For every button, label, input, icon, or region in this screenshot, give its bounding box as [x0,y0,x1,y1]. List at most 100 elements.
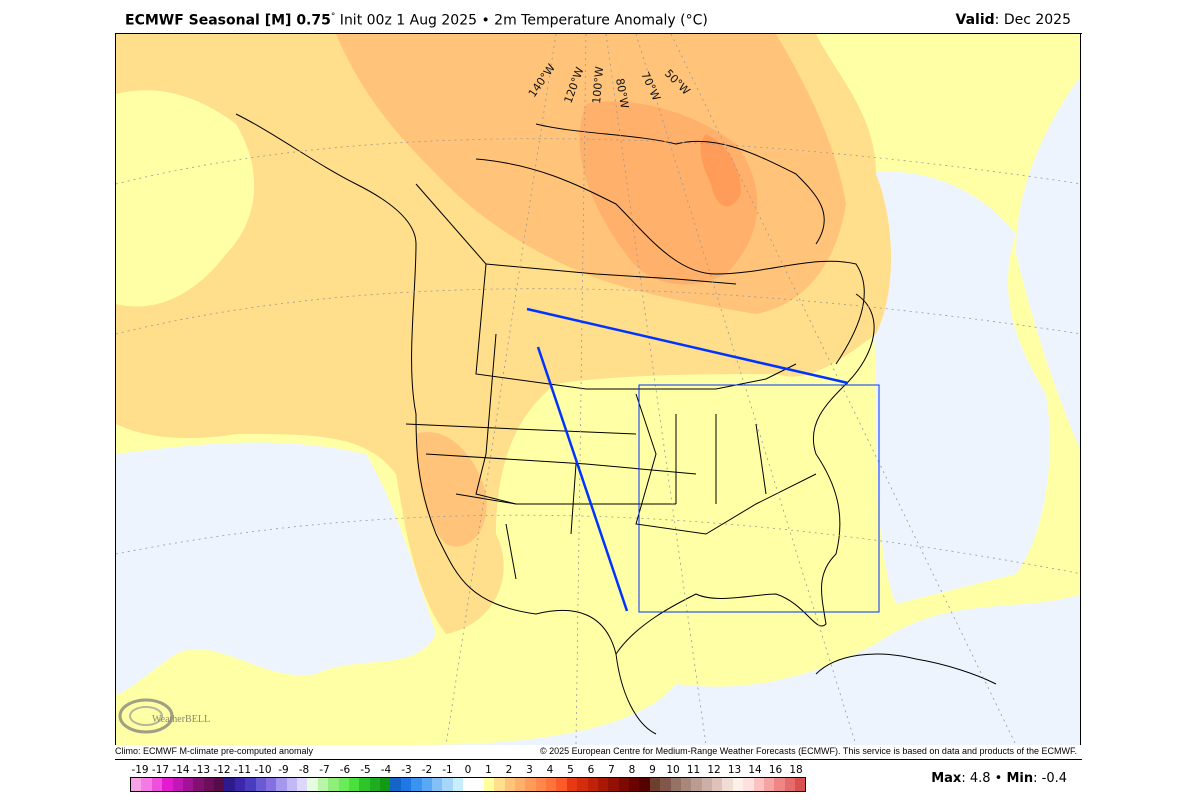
colorbar-swatch [577,778,588,791]
colorbar-swatch [245,778,256,791]
colorbar-label: 18 [789,764,803,776]
colorbar-swatch [504,778,515,791]
colorbar-swatch [463,778,474,791]
colorbar-swatch [525,778,536,791]
top-divider [115,33,1082,34]
colorbar-swatch [587,778,598,791]
colorbar-label: 14 [748,764,762,776]
colorbar-label: 3 [526,764,533,776]
colorbar-swatch [162,778,173,791]
colorbar-swatch [203,778,214,791]
colorbar-swatch [753,778,764,791]
init-description: Init 00z 1 Aug 2025 • 2m Temperature Ano… [335,12,708,29]
colorbar-swatch [660,778,671,791]
colorbar-swatch [182,778,194,791]
colorbar-label: -17 [151,764,170,776]
colorbar-swatch [442,778,453,791]
colorbar-swatch [411,778,422,791]
colorbar-swatch [390,778,401,791]
colorbar-label: 0 [464,764,472,776]
graticule [116,34,1080,745]
colorbar-label: -8 [298,764,310,776]
colorbar-swatch [514,778,526,791]
colorbar-swatch [535,778,546,791]
min-value: : -0.4 [1033,771,1067,786]
colorbar-swatch [597,778,609,791]
weatherbell-logo: WeatherBELL [118,698,210,734]
colorbar-label: -19 [131,764,149,776]
colorbar-swatch [431,778,443,791]
colorbar-swatch [380,778,391,791]
max-value: : 4.8 [961,771,991,786]
colorbar-swatch [618,778,629,791]
colorbar-label: -6 [339,764,351,776]
colorbar-swatch [452,778,463,791]
colorbar-swatch [317,778,329,791]
colorbar-label: -13 [192,764,211,776]
ocean-gap-atlantic [856,171,1050,604]
anomaly-2-3-southwest [416,432,487,547]
ocean-gap-north-pacific [116,90,255,307]
colorbar-swatch [265,778,277,791]
colorbar-swatch [369,778,380,791]
map-svg: 140°W 120°W 100°W 80°W 70°W 50°W Weather… [116,34,1080,745]
overlay-line-north [526,307,849,385]
map-title: ECMWF Seasonal [M] 0.75° Init 00z 1 Aug … [125,12,708,29]
colorbar-label: 6 [587,764,595,776]
colorbar-label: 11 [686,764,701,776]
colorbar-swatch [338,778,349,791]
colorbar-label: -12 [213,764,231,776]
colorbar-label: -3 [401,764,412,776]
colorbar-swatch [566,778,578,791]
colorbar-label: -4 [380,764,392,776]
colorbar-swatch [473,778,484,791]
colorbar-swatch [546,778,557,791]
model-name: ECMWF Seasonal [M] 0.75 [125,12,331,29]
ocean-gap-pacific [116,442,436,694]
colorbar-label: 16 [768,764,783,776]
colorbar-label: -10 [254,764,272,776]
colorbar-swatch [691,778,702,791]
colorbar-swatch [629,778,640,791]
colorbar-swatch [680,778,692,791]
colorbar-swatch [297,778,308,791]
bottom-divider [115,759,1082,760]
colorbar-swatch [483,778,495,791]
colorbar-swatch [328,778,339,791]
colorbar-swatch [348,778,360,791]
colorbar-swatch [701,778,712,791]
copyright-note: © 2025 European Centre for Medium-Range … [539,746,1077,756]
colorbar [130,777,806,792]
lon-label: 100°W [590,66,606,104]
colorbar-swatch [795,778,806,791]
colorbar-label: -1 [442,764,453,776]
colorbar-swatch [494,778,505,791]
colorbar-swatch [234,778,246,791]
colorbar-label: 4 [546,764,554,776]
colorbar-label: -14 [172,764,190,776]
colorbar-swatch [224,778,235,791]
colorbar-swatch [141,778,152,791]
lon-label: 80°W [613,77,631,109]
anomaly-4-5-region [700,134,741,207]
colorbar-label: 2 [505,764,513,776]
colorbar-swatch [639,778,650,791]
colorbar-label: 1 [485,764,492,776]
colorbar-swatch [286,778,297,791]
colorbar-label: 10 [666,764,680,776]
colorbar-label: 13 [727,764,742,776]
colorbar-swatch [421,778,432,791]
colorbar-label: 7 [608,764,615,776]
colorbar-swatch [193,778,204,791]
colorbar-swatch [307,778,318,791]
colorbar-label: -2 [421,764,433,776]
colorbar-swatch [359,778,370,791]
colorbar-swatch [712,778,723,791]
colorbar-label: -11 [233,764,252,776]
colorbar-swatch [255,778,266,791]
colorbar-swatch [131,778,142,791]
anomaly-map[interactable]: 140°W 120°W 100°W 80°W 70°W 50°W Weather… [115,34,1081,745]
highlight-box [638,384,880,613]
colorbar-swatch [732,778,744,791]
colorbar-label: 8 [628,764,636,776]
